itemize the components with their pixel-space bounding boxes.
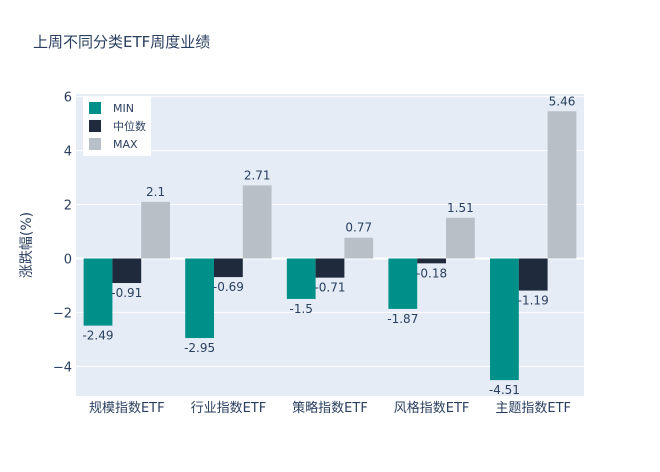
- x-axis: 规模指数ETF 行业指数ETF 策略指数ETF 风格指数ETF 主题指数ETF: [89, 400, 571, 416]
- chart-title: 上周不同分类ETF周度业绩: [33, 33, 210, 51]
- data-label: 1.51: [447, 201, 474, 215]
- bar: [83, 258, 113, 326]
- bar: [185, 258, 215, 339]
- bar: [445, 217, 475, 259]
- data-label: -1.19: [518, 294, 549, 308]
- data-label: -0.91: [111, 286, 142, 300]
- y-tick-label: −4: [53, 360, 72, 375]
- legend: MIN 中位数 MAX: [83, 96, 151, 156]
- bar: [388, 258, 418, 309]
- data-labels: -2.49 -0.91 2.1 -2.95 -0.69 2.71 -1.5-0.71 0.77…: [82, 94, 575, 397]
- bar: [417, 258, 446, 264]
- y-tick-label: 6: [64, 91, 72, 106]
- data-label: -4.51: [489, 383, 520, 397]
- bar: [286, 258, 316, 299]
- legend-swatch: [89, 138, 101, 150]
- data-label: -0.69: [213, 280, 244, 294]
- legend-swatch: [89, 120, 101, 132]
- bar: [242, 185, 272, 259]
- y-axis-title: 涨跌幅(%): [19, 212, 35, 278]
- bar: [344, 237, 374, 259]
- bar: [518, 258, 548, 291]
- x-tick-label: 主题指数ETF: [495, 401, 571, 416]
- data-label: -1.5: [290, 302, 313, 316]
- legend-swatch: [89, 102, 101, 114]
- x-tick-label: 策略指数ETF: [292, 400, 368, 416]
- legend-label: 中位数: [113, 119, 146, 133]
- x-tick-label: 风格指数ETF: [394, 400, 470, 416]
- data-label: -1.87: [387, 312, 418, 326]
- y-tick-label: 4: [64, 145, 72, 160]
- legend-label: MAX: [113, 138, 138, 151]
- y-tick-label: 0: [64, 252, 72, 267]
- bar: [141, 201, 170, 259]
- data-label: -0.71: [314, 281, 345, 295]
- data-label: 2.1: [146, 185, 165, 199]
- bar: [214, 258, 243, 278]
- bar: [112, 258, 142, 284]
- bar: [315, 258, 345, 278]
- bar: [490, 258, 519, 381]
- y-tick-label: −2: [53, 306, 72, 321]
- data-label: -0.18: [416, 266, 447, 280]
- y-axis: −4 −2 0 2 4 6: [53, 91, 72, 376]
- bars: [83, 111, 577, 381]
- data-label: -2.49: [82, 329, 113, 343]
- data-label: 0.77: [345, 221, 372, 235]
- legend-label: MIN: [113, 102, 134, 115]
- data-label: 2.71: [244, 168, 271, 182]
- y-tick-label: 2: [64, 199, 72, 214]
- bar: [547, 111, 577, 259]
- data-label: 5.46: [549, 94, 576, 108]
- data-label: -2.95: [184, 341, 215, 355]
- x-tick-label: 规模指数ETF: [89, 401, 165, 416]
- x-tick-label: 行业指数ETF: [191, 401, 267, 416]
